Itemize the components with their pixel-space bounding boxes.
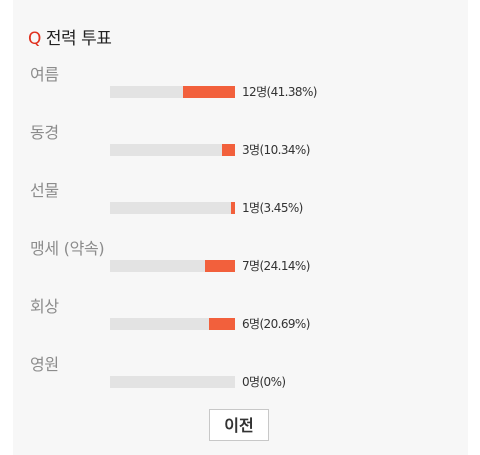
poll-option: 여름 12명(41.38%): [0, 61, 480, 111]
result-bar-fill: [183, 86, 235, 98]
option-label: 동경: [30, 123, 59, 142]
result-bar-track: [110, 86, 235, 98]
result-bar-track: [110, 376, 235, 388]
poll-option: 영원 0명(0%): [0, 351, 480, 401]
option-label: 여름: [30, 65, 59, 84]
prev-button[interactable]: 이전: [209, 409, 269, 441]
result-bar-fill: [230, 202, 235, 214]
option-result: 7명(24.14%): [242, 259, 310, 273]
result-bar-track: [110, 144, 235, 156]
option-result: 0명(0%): [242, 375, 286, 389]
q-marker: Q: [28, 29, 41, 49]
poll-option: 맹세 (약속) 7명(24.14%): [0, 235, 480, 285]
result-bar-track: [110, 260, 235, 272]
result-bar-track: [110, 318, 235, 330]
poll-panel: [13, 0, 468, 455]
result-bar-fill: [209, 318, 235, 330]
option-label: 회상: [30, 297, 59, 316]
result-bar-fill: [222, 144, 235, 156]
poll-title-text: 전력 투표: [45, 29, 112, 49]
poll-title: Q 전력 투표: [28, 24, 112, 49]
option-result: 3명(10.34%): [242, 143, 310, 157]
option-result: 6명(20.69%): [242, 317, 310, 331]
option-result: 12명(41.38%): [242, 85, 317, 99]
option-label: 영원: [30, 355, 59, 374]
poll-option: 회상 6명(20.69%): [0, 293, 480, 343]
result-bar-fill: [204, 260, 235, 272]
option-label: 선물: [30, 181, 59, 200]
option-result: 1명(3.45%): [242, 201, 303, 215]
option-label: 맹세 (약속): [30, 239, 105, 258]
poll-option: 선물 1명(3.45%): [0, 177, 480, 227]
result-bar-track: [110, 202, 235, 214]
poll-option: 동경 3명(10.34%): [0, 119, 480, 169]
